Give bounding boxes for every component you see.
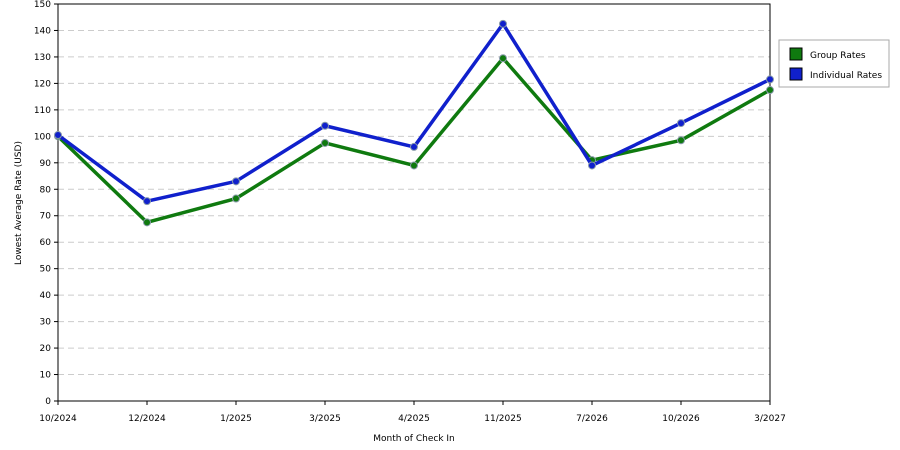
y-tick-label: 70	[40, 212, 52, 222]
y-tick-label: 100	[34, 132, 51, 142]
y-tick-label: 130	[34, 53, 51, 63]
y-tick-label: 90	[40, 159, 52, 169]
legend-swatch-group-rates	[789, 47, 803, 61]
y-tick-label: 20	[40, 344, 52, 354]
y-tick-label: 50	[40, 265, 52, 275]
y-tick-label: 140	[34, 26, 51, 36]
data-point-group-rates	[766, 86, 774, 95]
y-tick-label: 10	[40, 371, 52, 381]
data-point-group-rates	[143, 218, 151, 227]
y-tick-label: 30	[40, 318, 52, 328]
data-point-group-rates	[232, 194, 240, 203]
y-tick-label: 150	[34, 0, 51, 10]
data-point-individual-rates	[588, 161, 596, 170]
x-tick-label: 10/2026	[662, 414, 700, 424]
x-axis-title: Month of Check In	[373, 434, 455, 444]
data-point-individual-rates	[321, 121, 329, 130]
data-point-individual-rates	[677, 119, 685, 128]
y-axis-title: Lowest Average Rate (USD)	[14, 141, 24, 265]
data-point-individual-rates	[410, 142, 418, 151]
plot-frame	[57, 3, 771, 402]
data-point-group-rates	[677, 136, 685, 145]
y-tick-label: 40	[40, 291, 52, 301]
data-point-individual-rates	[54, 131, 62, 140]
data-point-group-rates	[499, 54, 507, 63]
series	[54, 19, 774, 227]
series-line-individual-rates	[56, 22, 771, 203]
data-point-group-rates	[410, 161, 418, 170]
x-tick-label: 3/2027	[754, 414, 786, 424]
axes: 0 10 20 30 40 50 60 70 80 90 100 110 120 130 140 150 10/…	[34, 0, 786, 424]
data-point-individual-rates	[499, 19, 507, 28]
y-tick-label: 0	[45, 397, 51, 407]
data-point-individual-rates	[143, 197, 151, 206]
x-tick-label: 4/2025	[398, 414, 430, 424]
x-tick-label: 7/2026	[576, 414, 608, 424]
y-tick-label: 60	[40, 238, 52, 248]
legend-label-group-rates: Group Rates	[810, 51, 866, 61]
x-tick-label: 11/2025	[484, 414, 521, 424]
x-tick-label: 12/2024	[128, 414, 166, 424]
y-tick-label: 80	[40, 185, 52, 195]
x-tick-label: 1/2025	[220, 414, 252, 424]
data-point-group-rates	[321, 138, 329, 147]
y-tick-label: 110	[34, 106, 51, 116]
legend-label-individual-rates: Individual Rates	[810, 71, 882, 81]
data-point-individual-rates	[232, 177, 240, 186]
data-point-individual-rates	[766, 75, 774, 84]
legend: Group Rates Individual Rates	[778, 39, 890, 88]
grid	[58, 3, 770, 376]
x-tick-label: 3/2025	[309, 414, 341, 424]
y-tick-label: 120	[34, 79, 51, 89]
legend-swatch-individual-rates	[789, 67, 803, 81]
x-tick-label: 10/2024	[39, 414, 77, 424]
